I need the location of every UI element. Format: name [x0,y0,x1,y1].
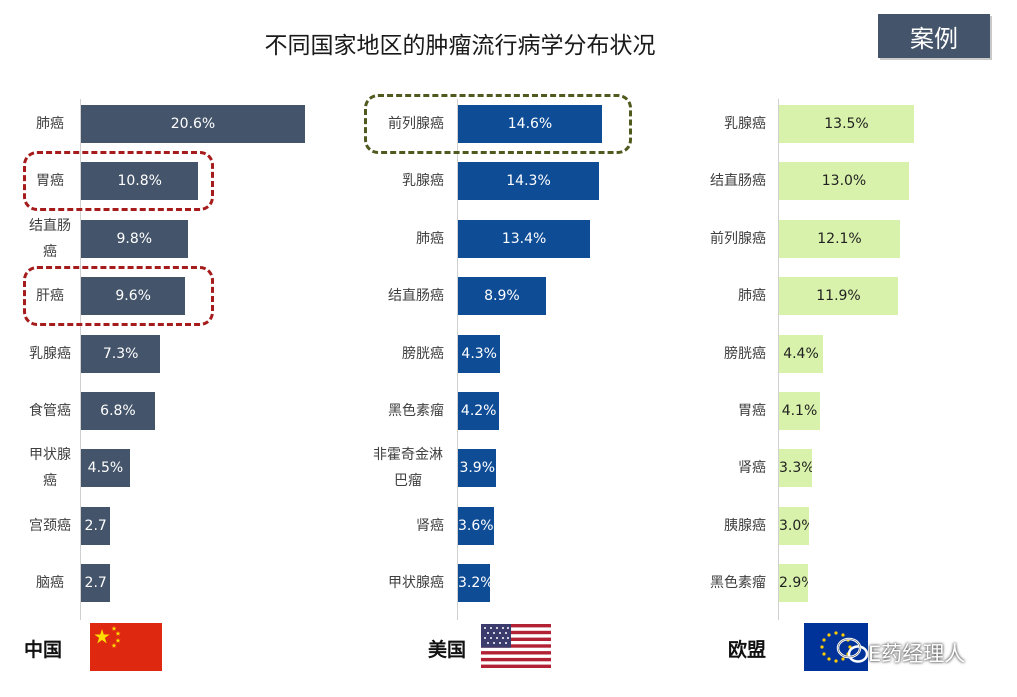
region-label-china: 中国 [24,639,63,661]
bar [81,277,186,316]
bar [458,334,501,373]
category-label: 前列腺癌 [710,230,766,247]
usa-flag-icon [481,624,551,668]
data-label: 13.5% [824,116,869,132]
data-label: 12.1% [817,230,862,247]
data-label: 4.1% [781,403,818,419]
data-label: 3.6% [458,517,494,534]
bar [458,506,494,545]
data-label: 3.3% [779,460,812,477]
category-label: 宫颈癌 [29,517,71,534]
bar [779,392,820,430]
category-label: 膀胱癌 [402,345,444,362]
category-label: 甲状腺癌 [388,575,444,592]
bar [458,105,602,143]
bar [779,277,898,316]
bar [81,219,188,258]
bar [81,105,305,143]
category-label: 黑色素瘤 [388,403,444,419]
category-label: 肺癌 [36,116,64,132]
category-label: 结直肠癌 [710,173,766,190]
bar [458,219,591,258]
category-label: 肝癌 [36,288,64,305]
bar [81,449,130,488]
data-label: 13.4% [501,230,547,247]
bar [779,219,900,258]
data-label: 8.9% [484,288,520,305]
watermark-text: E药经理人 [868,642,966,666]
case-badge: 案例 [878,14,990,58]
category-label: 食管癌 [29,403,71,419]
bar [81,392,155,430]
bar [779,506,809,545]
region-label-europe: 欧盟 [728,639,767,661]
data-label: 4.3% [461,345,497,362]
highlight-box [23,151,214,212]
bar [779,564,808,603]
data-label: 9.6% [115,288,151,305]
bar [81,564,111,603]
bar [779,334,823,373]
bar [81,162,199,201]
category-label: 脑癌 [36,575,64,592]
data-label: 10.8% [117,173,162,190]
category-label: 肺癌 [416,230,444,247]
bar [458,564,490,603]
bar [458,449,497,488]
category-label: 肾癌 [738,460,766,477]
data-label: 13.0% [821,173,867,190]
china-flag-icon [90,623,162,671]
axis-line [457,99,458,620]
bar [81,506,111,545]
bar [458,162,600,201]
category-label: 非霍奇金淋巴瘤 [373,447,443,490]
data-label: 9.8% [116,230,153,247]
category-label: 甲状腺癌 [29,447,71,490]
category-label: 乳腺癌 [724,116,766,132]
data-label: 20.6% [170,116,216,132]
data-label: 3.9% [459,460,496,477]
category-label: 乳腺癌 [402,173,444,190]
category-label: 结直肠癌 [388,288,444,305]
bar [458,392,500,430]
data-label: 11.9% [816,288,861,305]
data-label: 4.2% [460,403,497,419]
category-label: 黑色素瘤 [710,575,766,592]
region-label-usa: 美国 [428,639,467,661]
highlight-box [364,94,632,154]
bar [779,162,909,201]
category-label: 胰腺癌 [724,517,766,534]
category-label: 膀胱癌 [724,345,766,362]
axis-line [80,99,81,620]
axis-line [778,99,779,620]
bar [779,449,812,488]
data-label: 3.0% [779,517,809,534]
category-label: 胃癌 [36,173,64,190]
data-label: 4.5% [87,460,124,477]
bar [81,334,161,373]
data-label: 2.9% [779,575,808,592]
page-title: 不同国家地区的肿瘤流行病学分布状况 [264,33,656,59]
category-label: 肺癌 [738,288,766,305]
data-label: 2.7 [84,517,107,534]
category-label: 肾癌 [416,517,444,534]
data-label: 3.2% [458,575,490,592]
category-label: 乳腺癌 [29,345,71,362]
category-label: 前列腺癌 [388,116,444,132]
wechat-icon [836,637,869,663]
data-label: 2.7 [84,575,107,592]
category-label: 胃癌 [738,403,766,419]
bar [458,277,546,316]
data-label: 7.3% [102,345,139,362]
highlight-box [23,266,214,327]
data-label: 14.6% [507,116,553,132]
bar [779,105,914,143]
category-label: 结直肠癌 [29,217,71,260]
data-label: 14.3% [506,173,551,190]
data-label: 4.4% [783,345,819,362]
data-label: 6.8% [100,403,136,419]
